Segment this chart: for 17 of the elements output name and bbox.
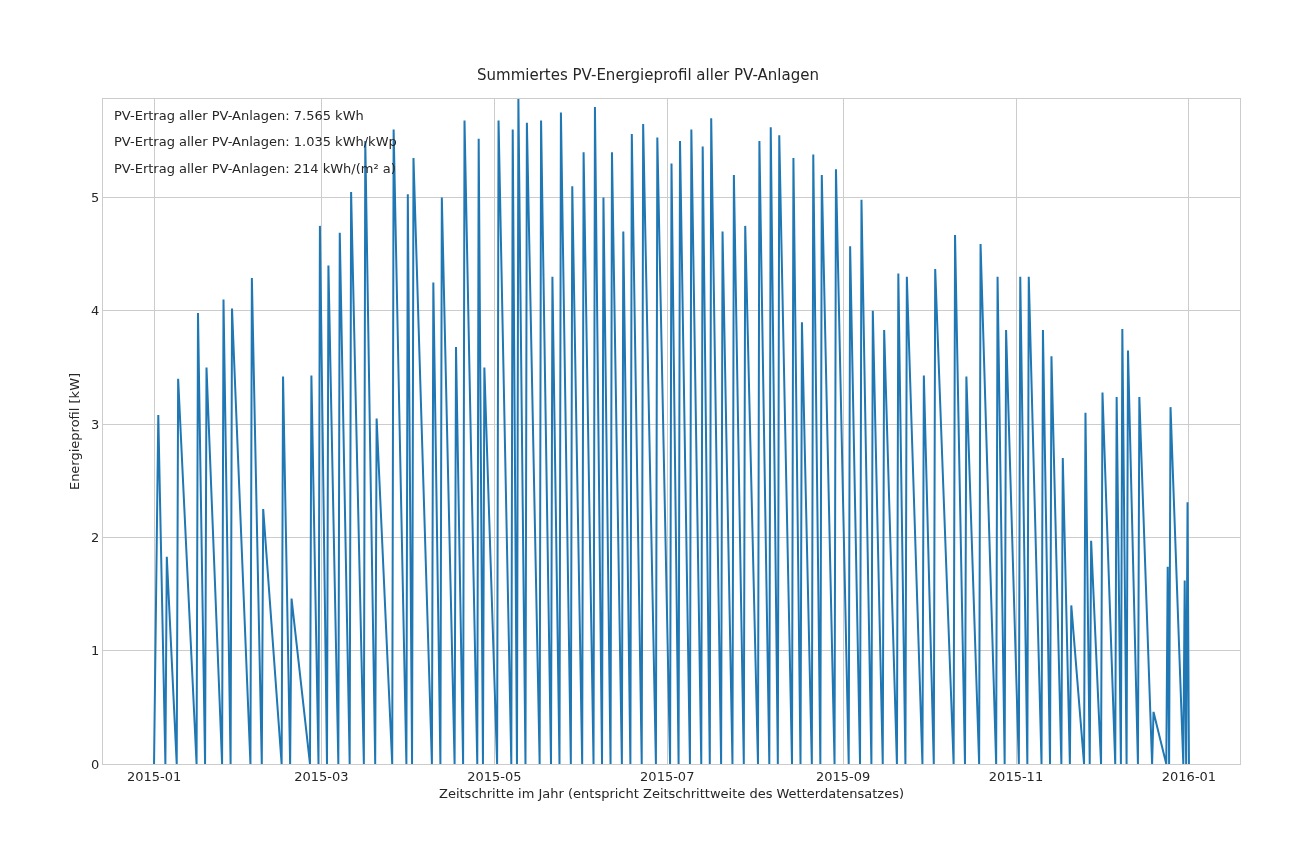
chart-title: Summiertes PV-Energieprofil aller PV-Anlagen <box>477 66 819 84</box>
y-axis-title: Energieprofil [kW] <box>67 372 83 491</box>
y-tick-label: 0 <box>91 756 100 772</box>
y-tick-label: 3 <box>91 416 100 432</box>
y-tick-label: 4 <box>91 303 100 319</box>
x-tick-label: 2016-01 <box>1161 768 1217 784</box>
x-tick-label: 2015-03 <box>294 768 349 784</box>
annotation: PV-Ertrag aller PV-Anlagen: 7.565 kWh <box>114 108 364 123</box>
x-tick-label: 2015-09 <box>815 768 871 784</box>
x-tick-label: 2015-05 <box>467 768 522 784</box>
y-tick-label: 1 <box>91 643 100 659</box>
x-tick-label: 2015-11 <box>988 768 1044 784</box>
x-tick-label: 2015-01 <box>126 768 182 784</box>
x-axis-title: Zeitschritte im Jahr (entspricht Zeitschrittweite des Wetterdatensatzes) <box>439 786 904 802</box>
y-tick-label: 5 <box>91 190 100 206</box>
x-tick-label: 2015-07 <box>640 768 695 784</box>
y-tick-label: 2 <box>91 529 100 545</box>
